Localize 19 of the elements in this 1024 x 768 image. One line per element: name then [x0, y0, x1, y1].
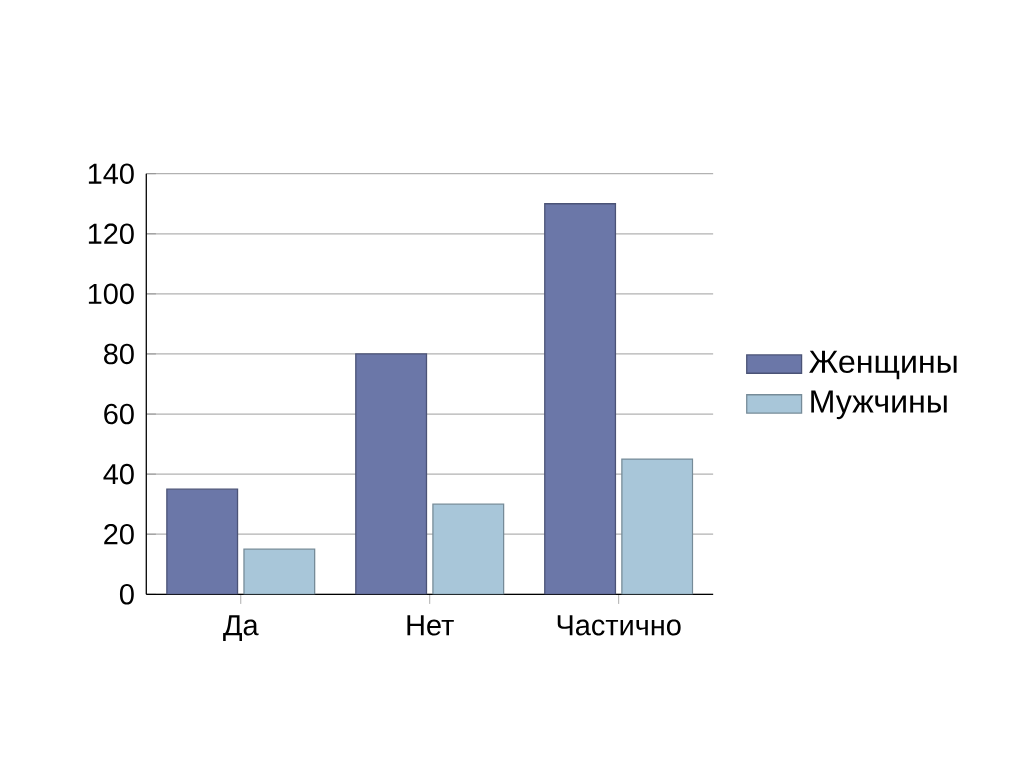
legend-label: Женщины	[809, 350, 957, 380]
legend-label: Мужчины	[811, 390, 947, 420]
bar	[355, 353, 428, 595]
bar	[621, 458, 694, 595]
x-tick-label: Нет	[407, 615, 454, 636]
bar	[544, 203, 617, 595]
y-tick-label: 20	[104, 523, 134, 545]
y-tick-label: 0	[119, 584, 134, 605]
y-tick-label: 40	[103, 463, 134, 485]
y-tick-label: 100	[88, 283, 134, 305]
y-tick-label: 60	[104, 403, 134, 425]
y-tick-label: 80	[104, 343, 134, 365]
bar	[432, 503, 505, 595]
bar	[166, 488, 239, 595]
bar	[243, 548, 316, 595]
y-tick-label: 140	[88, 163, 134, 184]
x-tick-label: Частично	[557, 615, 681, 636]
y-tick-label: 120	[88, 223, 134, 245]
x-tick-label: Да	[223, 615, 259, 641]
